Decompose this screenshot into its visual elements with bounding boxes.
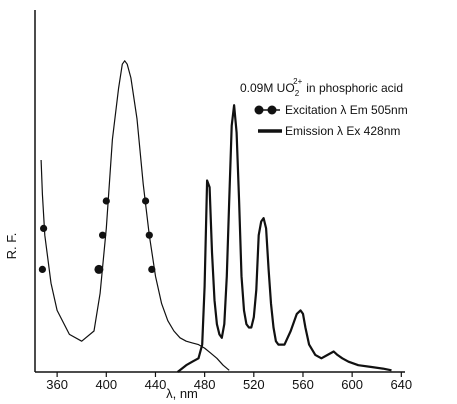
legend: 0.09M UO2 2+ in phosphoric acid Excitation…: [240, 77, 408, 138]
legend-title-prefix: 0.09M UO: [240, 81, 295, 95]
x-tick-label: 640: [390, 377, 412, 392]
legend-title: 0.09M UO2 2+ in phosphoric acid: [240, 77, 403, 98]
legend-excitation-marker: [254, 105, 264, 115]
x-tick-label: 600: [341, 377, 363, 392]
x-tick-label: 520: [243, 377, 265, 392]
series-layer: [38, 60, 392, 373]
legend-emission-label: Emission λ Ex 428nm: [285, 124, 400, 138]
x-tick-label: 440: [145, 377, 167, 392]
x-tick-label: 400: [95, 377, 117, 392]
excitation-series-line: [40, 60, 230, 371]
x-tick-labels: 360 400 440 480 520 560 600 640: [46, 377, 412, 392]
legend-excitation-label: Excitation λ Em 505nm: [285, 103, 408, 117]
excitation-point: [99, 231, 107, 239]
excitation-point: [145, 231, 153, 239]
legend-title-suffix: in phosphoric acid: [306, 81, 403, 95]
x-axis-title: λ, nm: [166, 386, 198, 401]
axes: [34, 10, 405, 373]
excitation-point: [148, 265, 156, 273]
legend-title-superscript: 2+: [293, 77, 302, 86]
excitation-point: [38, 265, 47, 273]
emission-series-line: [176, 104, 392, 373]
x-ticks: [56, 372, 402, 377]
x-tick-label: 560: [292, 377, 314, 392]
legend-excitation-marker: [267, 105, 277, 115]
excitation-point: [40, 224, 48, 232]
excitation-point: [142, 197, 150, 205]
x-tick-label: 360: [46, 377, 68, 392]
y-axis-title: R. F.: [4, 233, 19, 260]
excitation-point: [102, 197, 110, 205]
x-tick-label: 480: [194, 377, 216, 392]
legend-title-subscript: 2: [295, 89, 300, 98]
excitation-point: [94, 264, 104, 274]
